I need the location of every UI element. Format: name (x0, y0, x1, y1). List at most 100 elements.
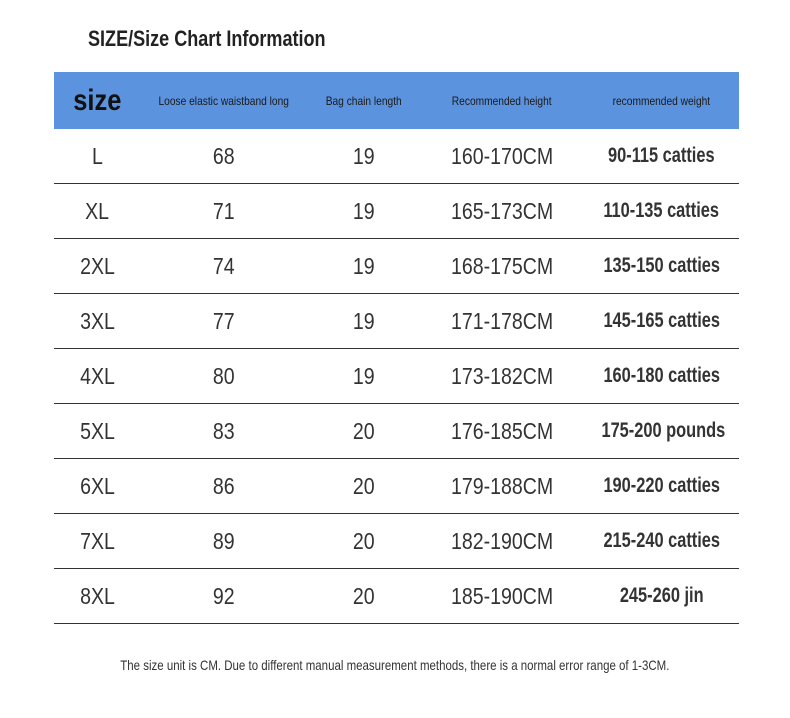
cell-text: 86 (213, 472, 235, 499)
column-header-text: Bag chain length (326, 93, 402, 108)
cell-text: 68 (213, 142, 235, 169)
header-row: size Loose elastic waistband long Bag chai… (54, 72, 739, 129)
cell-text: 179-188CM (450, 472, 554, 499)
table-row: XL 71 19 165-173CM 110-135 catties (54, 183, 739, 239)
table-cell: 8XL (54, 568, 140, 624)
cell-text: 135-150 catties (603, 254, 720, 277)
cell-text: 171-178CM (450, 307, 554, 334)
table-cell: 190-220 catties (584, 458, 739, 514)
cell-text: 165-173CM (450, 197, 554, 224)
cell-text: 185-190CM (450, 582, 554, 609)
column-header: Recommended height (420, 72, 584, 129)
column-header: size (54, 72, 140, 129)
cell-text: 83 (213, 417, 235, 444)
cell-text: 92 (213, 582, 235, 609)
table-cell: L (54, 129, 140, 184)
cell-text: 89 (213, 527, 235, 554)
table-cell: 20 (308, 513, 420, 569)
size-table: size Loose elastic waistband long Bag chai… (54, 72, 739, 624)
cell-text: 145-165 catties (603, 309, 720, 332)
cell-text: XL (85, 197, 109, 224)
table-cell: 86 (140, 458, 308, 514)
table-cell: 160-170CM (420, 129, 584, 184)
table-cell: 5XL (54, 403, 140, 459)
table-cell: 20 (308, 568, 420, 624)
table-cell: 145-165 catties (584, 293, 739, 349)
table-cell: 173-182CM (420, 348, 584, 404)
table-row: 4XL 80 19 173-182CM 160-180 catties (54, 348, 739, 404)
table-cell: 185-190CM (420, 568, 584, 624)
title: SIZE/Size Chart Information (88, 26, 326, 51)
cell-text: 19 (353, 197, 375, 224)
cell-text: 110-135 catties (603, 199, 720, 222)
cell-text: 3XL (79, 307, 115, 334)
table-cell: 176-185CM (420, 403, 584, 459)
table-cell: 6XL (54, 458, 140, 514)
table-row: 3XL 77 19 171-178CM 145-165 catties (54, 293, 739, 349)
table-cell: 19 (308, 293, 420, 349)
column-header-text: Recommended height (452, 93, 552, 108)
footnote: The size unit is CM. Due to different ma… (0, 657, 790, 673)
table-cell: 80 (140, 348, 308, 404)
table-cell: 7XL (54, 513, 140, 569)
table-cell: 175-200 pounds (584, 403, 739, 459)
cell-text: 160-170CM (450, 142, 554, 169)
table-row: L 68 19 160-170CM 90-115 catties (54, 129, 739, 184)
table-row: 5XL 83 20 176-185CM 175-200 pounds (54, 403, 739, 459)
cell-text: 90-115 catties (608, 144, 715, 167)
cell-text: 80 (213, 362, 235, 389)
cell-text: 19 (353, 307, 375, 334)
column-header: Bag chain length (308, 72, 420, 129)
table-cell: 182-190CM (420, 513, 584, 569)
cell-text: 20 (353, 527, 375, 554)
cell-text: 71 (213, 197, 235, 224)
cell-text: 160-180 catties (603, 364, 720, 387)
cell-text: 2XL (79, 252, 115, 279)
cell-text: 5XL (79, 417, 115, 444)
cell-text: 168-175CM (450, 252, 554, 279)
cell-text: 77 (213, 307, 235, 334)
column-header: recommended weight (584, 72, 739, 129)
column-header: Loose elastic waistband long (140, 72, 308, 129)
cell-text: 175-200 pounds (601, 419, 726, 442)
table-cell: 19 (308, 348, 420, 404)
cell-text: 215-240 catties (603, 529, 720, 552)
table-cell: 4XL (54, 348, 140, 404)
table-cell: 68 (140, 129, 308, 184)
table-cell: 135-150 catties (584, 238, 739, 294)
table-cell: 110-135 catties (584, 183, 739, 239)
footnote-text: The size unit is CM. Due to different ma… (120, 657, 670, 673)
column-header-text: Loose elastic waistband long (158, 93, 290, 108)
table-cell: 19 (308, 183, 420, 239)
cell-text: 173-182CM (450, 362, 554, 389)
cell-text: 190-220 catties (603, 474, 720, 497)
table-cell: 77 (140, 293, 308, 349)
cell-text: 20 (353, 417, 375, 444)
table-cell: 71 (140, 183, 308, 239)
table-row: 2XL 74 19 168-175CM 135-150 catties (54, 238, 739, 294)
table-row: 8XL 92 20 185-190CM 245-260 jin (54, 568, 739, 624)
table-row: 6XL 86 20 179-188CM 190-220 catties (54, 458, 739, 514)
table-body: L 68 19 160-170CM 90-115 catties XL 71 19 165-17… (54, 129, 739, 624)
cell-text: L (91, 142, 103, 169)
table-cell: 20 (308, 403, 420, 459)
table-row: 7XL 89 20 182-190CM 215-240 catties (54, 513, 739, 569)
table-cell: 168-175CM (420, 238, 584, 294)
cell-text: 19 (353, 142, 375, 169)
table-cell: 179-188CM (420, 458, 584, 514)
table-cell: XL (54, 183, 140, 239)
column-header-text: size (72, 83, 122, 117)
table-cell: 165-173CM (420, 183, 584, 239)
table-cell: 92 (140, 568, 308, 624)
cell-text: 19 (353, 252, 375, 279)
table-cell: 215-240 catties (584, 513, 739, 569)
table-cell: 3XL (54, 293, 140, 349)
table-cell: 20 (308, 458, 420, 514)
table-cell: 19 (308, 129, 420, 184)
cell-text: 19 (353, 362, 375, 389)
cell-text: 20 (353, 582, 375, 609)
cell-text: 6XL (79, 472, 115, 499)
cell-text: 176-185CM (450, 417, 554, 444)
table-cell: 83 (140, 403, 308, 459)
